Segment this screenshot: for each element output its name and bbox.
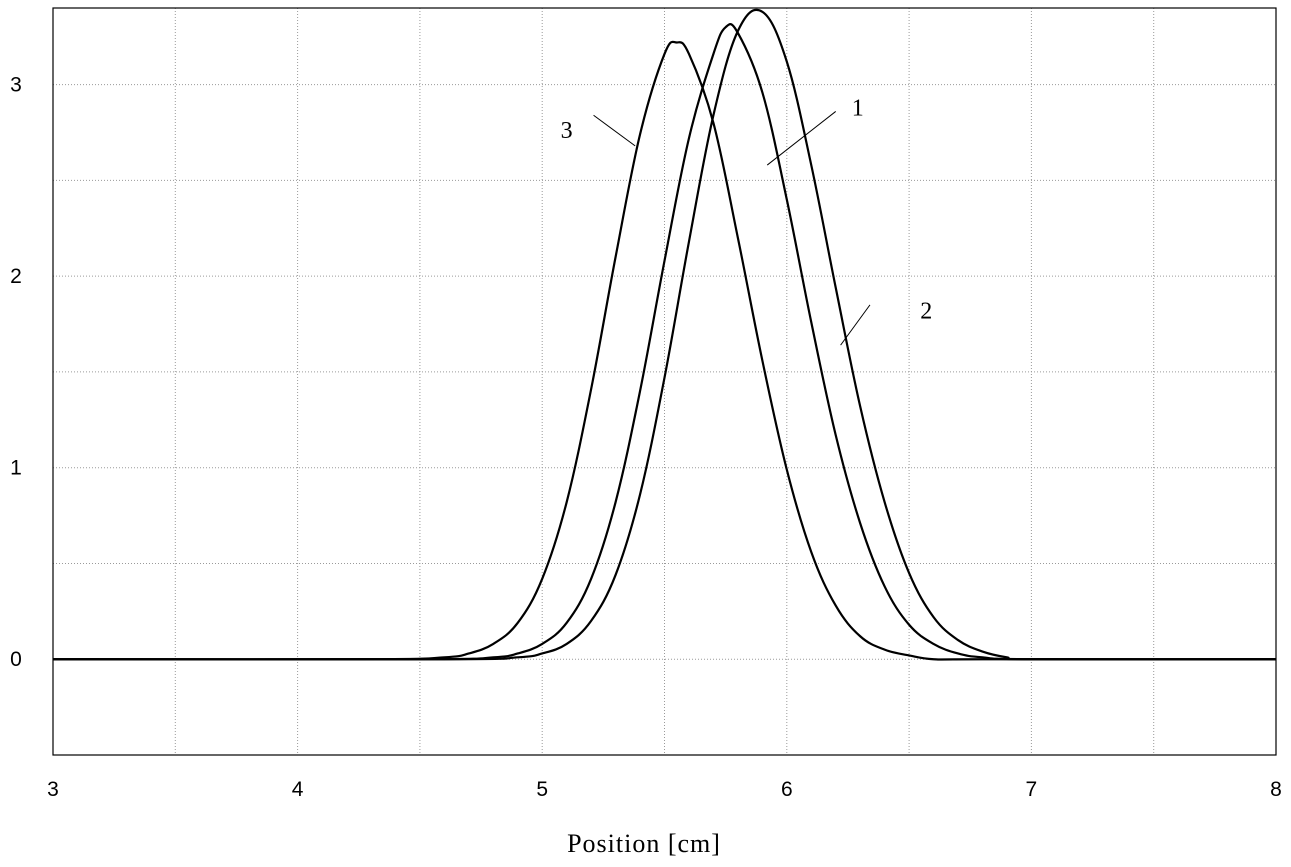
x-tick-label: 7 bbox=[1026, 778, 1038, 801]
x-tick-label: 5 bbox=[536, 778, 548, 801]
x-axis-label: Position [cm] bbox=[567, 829, 721, 858]
leader-line-2 bbox=[840, 304, 871, 346]
series-line-3 bbox=[52, 40, 1276, 661]
y-tick-label: 0 bbox=[10, 648, 22, 671]
x-tick-label: 3 bbox=[47, 778, 59, 801]
y-tick-label: 1 bbox=[10, 457, 22, 480]
leader-line-1 bbox=[766, 111, 837, 166]
curve-label-1: 1 bbox=[852, 95, 864, 121]
x-tick-label: 6 bbox=[781, 778, 793, 801]
series-line-2 bbox=[52, 8, 1277, 661]
series-lines bbox=[52, 8, 1277, 661]
y-tick-label: 2 bbox=[10, 265, 22, 288]
x-tick-label: 8 bbox=[1270, 778, 1282, 801]
curve-label-3: 3 bbox=[561, 118, 573, 144]
x-tick-label: 4 bbox=[292, 778, 304, 801]
series-line-1 bbox=[52, 23, 1277, 661]
plot-frame bbox=[52, 7, 1277, 756]
tick-labels: 3 4 5 6 7 8 0 1 2 3 bbox=[10, 74, 1282, 801]
curve-annotations: 3 1 2 bbox=[561, 95, 932, 346]
leader-line-3 bbox=[593, 114, 636, 147]
curve-label-2: 2 bbox=[920, 298, 932, 324]
y-tick-label: 3 bbox=[10, 74, 22, 97]
